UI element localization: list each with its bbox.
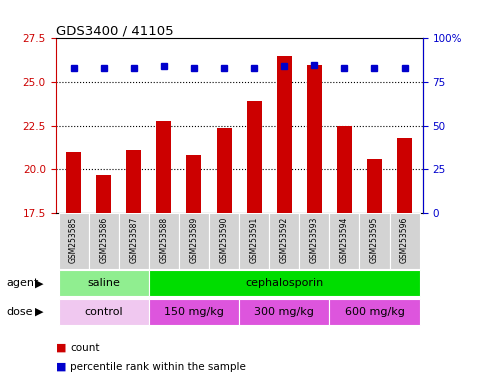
Text: control: control	[85, 307, 123, 317]
Bar	[149, 299, 239, 325]
Bar	[66, 152, 81, 213]
Text: count: count	[70, 343, 99, 353]
Bar	[216, 127, 231, 213]
Text: GSM253586: GSM253586	[99, 217, 108, 263]
Text: GSM253588: GSM253588	[159, 217, 169, 263]
Bar	[389, 213, 420, 269]
Bar	[359, 213, 389, 269]
Bar	[307, 65, 322, 213]
Text: 300 mg/kg: 300 mg/kg	[254, 307, 314, 317]
Bar	[149, 270, 420, 296]
Bar	[277, 56, 292, 213]
Text: GSM253585: GSM253585	[69, 217, 78, 263]
Bar	[58, 213, 89, 269]
Bar	[239, 213, 269, 269]
Text: GSM253596: GSM253596	[400, 217, 409, 263]
Text: GSM253587: GSM253587	[129, 217, 138, 263]
Bar	[367, 159, 382, 213]
Text: GSM253592: GSM253592	[280, 217, 289, 263]
Bar	[156, 121, 171, 213]
Text: ▶: ▶	[35, 278, 44, 288]
Text: cephalosporin: cephalosporin	[245, 278, 323, 288]
Text: GSM253593: GSM253593	[310, 217, 319, 263]
Text: 150 mg/kg: 150 mg/kg	[164, 307, 224, 317]
Text: agent: agent	[6, 278, 39, 288]
Text: dose: dose	[6, 307, 33, 317]
Text: GSM253590: GSM253590	[220, 217, 228, 263]
Text: ▶: ▶	[35, 307, 44, 317]
Bar	[89, 213, 119, 269]
Bar	[186, 156, 201, 213]
Text: ■: ■	[56, 362, 66, 372]
Bar	[269, 213, 299, 269]
Bar	[239, 299, 329, 325]
Bar	[58, 299, 149, 325]
Bar	[58, 270, 149, 296]
Bar	[329, 213, 359, 269]
Text: GDS3400 / 41105: GDS3400 / 41105	[56, 24, 173, 37]
Bar	[337, 126, 352, 213]
Text: percentile rank within the sample: percentile rank within the sample	[70, 362, 246, 372]
Bar	[179, 213, 209, 269]
Text: ■: ■	[56, 343, 66, 353]
Text: GSM253589: GSM253589	[189, 217, 199, 263]
Bar	[96, 175, 111, 213]
Bar	[299, 213, 329, 269]
Bar	[126, 150, 142, 213]
Bar	[329, 299, 420, 325]
Bar	[397, 138, 412, 213]
Bar	[119, 213, 149, 269]
Text: GSM253591: GSM253591	[250, 217, 258, 263]
Text: saline: saline	[87, 278, 120, 288]
Text: GSM253594: GSM253594	[340, 217, 349, 263]
Text: GSM253595: GSM253595	[370, 217, 379, 263]
Text: 600 mg/kg: 600 mg/kg	[344, 307, 404, 317]
Bar	[247, 101, 262, 213]
Bar	[149, 213, 179, 269]
Bar	[209, 213, 239, 269]
